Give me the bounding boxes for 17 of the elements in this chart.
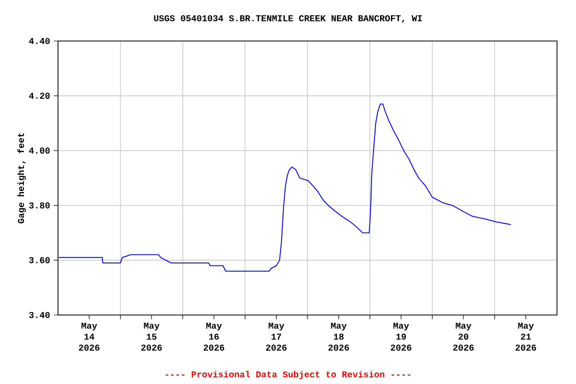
y-tick-label: 4.20: [29, 92, 50, 99]
text: ---- Provisional Data Subject to Revision ----: [166, 370, 410, 380]
x-tick-label: May 14 2026: [78, 322, 100, 351]
x-tick-label: May 18 2026: [328, 322, 349, 351]
x-tick-label: May 16 2026: [204, 322, 224, 351]
x-tick-label: May 19 2026: [390, 322, 412, 351]
y-axis-title: Gage height, feet: [17, 133, 26, 224]
y-tick-label: 4.00: [29, 148, 50, 154]
y-tick-label: 3.80: [29, 202, 50, 208]
y-tick-label: 3.60: [29, 257, 50, 264]
x-tick-label: May 17 2026: [266, 322, 287, 351]
x-tick-label: May 20 2026: [453, 322, 474, 351]
x-tick-label: May 15 2026: [141, 322, 162, 351]
chart-title: USGS 05401034 S.BR.TENMILE CREEK NEAR BANCROFT, WI: [154, 15, 422, 23]
y-tick-label: 4.40: [29, 38, 50, 44]
y-tick-label: 3.40: [29, 312, 50, 318]
x-tick-label: May 21 2026: [516, 322, 536, 351]
